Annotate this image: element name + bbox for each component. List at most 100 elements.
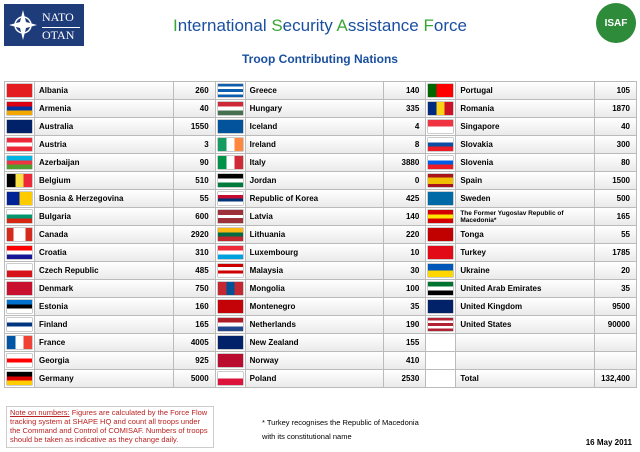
country: United States <box>456 316 595 334</box>
troops: 35 <box>595 280 637 298</box>
title: International Security Assistance Force <box>173 16 467 35</box>
country: Slovenia <box>456 154 595 172</box>
troops: 40 <box>173 100 216 118</box>
country: Ireland <box>245 136 385 154</box>
flag <box>215 244 246 262</box>
isaf-logo: ISAF <box>596 3 636 43</box>
country: Denmark <box>35 280 174 298</box>
country: Iceland <box>245 118 385 136</box>
flag <box>426 172 457 190</box>
country: Latvia <box>245 208 385 226</box>
country: Sweden <box>456 190 595 208</box>
country: Montenegro <box>245 298 385 316</box>
country: New Zealand <box>245 334 385 352</box>
country: Armenia <box>35 100 174 118</box>
country <box>456 352 595 370</box>
subtitle: Troop Contributing Nations <box>242 52 398 66</box>
troops: 335 <box>384 100 427 118</box>
country: Netherlands <box>245 316 385 334</box>
troops <box>595 334 637 352</box>
country: Greece <box>245 82 385 100</box>
note-label: Note on numbers: <box>10 408 70 417</box>
flag <box>5 280 35 298</box>
flag <box>426 298 457 316</box>
flag <box>5 298 35 316</box>
country: Portugal <box>456 82 595 100</box>
flag <box>5 226 35 244</box>
troops: 55 <box>595 226 637 244</box>
country: Belgium <box>35 172 174 190</box>
flag <box>5 334 35 352</box>
flag <box>5 118 35 136</box>
troops: 2920 <box>173 226 216 244</box>
troops: 35 <box>384 298 427 316</box>
logo-text: OTAN <box>42 27 80 43</box>
troops: 2530 <box>384 370 427 388</box>
flag <box>426 190 457 208</box>
country: Finland <box>35 316 174 334</box>
troops: 9500 <box>595 298 637 316</box>
country: Georgia <box>35 352 174 370</box>
troops: 425 <box>384 190 427 208</box>
troops: 165 <box>173 316 216 334</box>
troops: 3 <box>173 136 216 154</box>
country: Romania <box>456 100 595 118</box>
troops <box>595 352 637 370</box>
country: United Arab Emirates <box>456 280 595 298</box>
troops: 4 <box>384 118 427 136</box>
troops: 4005 <box>173 334 216 352</box>
flag <box>426 352 457 370</box>
troops: 1550 <box>173 118 216 136</box>
troops: 260 <box>173 82 216 100</box>
flag <box>215 352 246 370</box>
country: Austria <box>35 136 174 154</box>
flag <box>426 154 457 172</box>
country: Bosnia & Herzegovina <box>35 190 174 208</box>
country: Bulgaria <box>35 208 174 226</box>
troops: 90000 <box>595 316 637 334</box>
country: Albania <box>35 82 174 100</box>
flag <box>5 262 35 280</box>
troops: 1500 <box>595 172 637 190</box>
country: Malaysia <box>245 262 385 280</box>
flag <box>215 298 246 316</box>
country: Singapore <box>456 118 595 136</box>
troops: 100 <box>384 280 427 298</box>
note-box: Note on numbers: Figures are calculated … <box>6 406 214 448</box>
flag <box>5 154 35 172</box>
troops: 5000 <box>173 370 216 388</box>
troops: 155 <box>384 334 427 352</box>
troops: 1870 <box>595 100 637 118</box>
troops: 80 <box>595 154 637 172</box>
troops: 600 <box>173 208 216 226</box>
troops: 8 <box>384 136 427 154</box>
flag <box>5 244 35 262</box>
troops: 160 <box>173 298 216 316</box>
troops: 140 <box>384 208 427 226</box>
troops: 220 <box>384 226 427 244</box>
flag <box>426 280 457 298</box>
troops: 55 <box>173 190 216 208</box>
flag <box>426 208 457 226</box>
troops: 165 <box>595 208 637 226</box>
country: Spain <box>456 172 595 190</box>
country: Australia <box>35 118 174 136</box>
flag <box>426 244 457 262</box>
country: Czech Republic <box>35 262 174 280</box>
country: United Kingdom <box>456 298 595 316</box>
date: 16 May 2011 <box>585 438 632 447</box>
flag <box>215 370 246 388</box>
logo-text: NATO <box>42 10 74 24</box>
flag <box>5 208 35 226</box>
flag <box>426 100 457 118</box>
country: Republic of Korea <box>245 190 385 208</box>
flag <box>426 118 457 136</box>
troops: 300 <box>595 136 637 154</box>
flag <box>215 226 246 244</box>
flag <box>426 262 457 280</box>
country: Croatia <box>35 244 174 262</box>
flag <box>5 316 35 334</box>
country: Germany <box>35 370 174 388</box>
troops: 410 <box>384 352 427 370</box>
